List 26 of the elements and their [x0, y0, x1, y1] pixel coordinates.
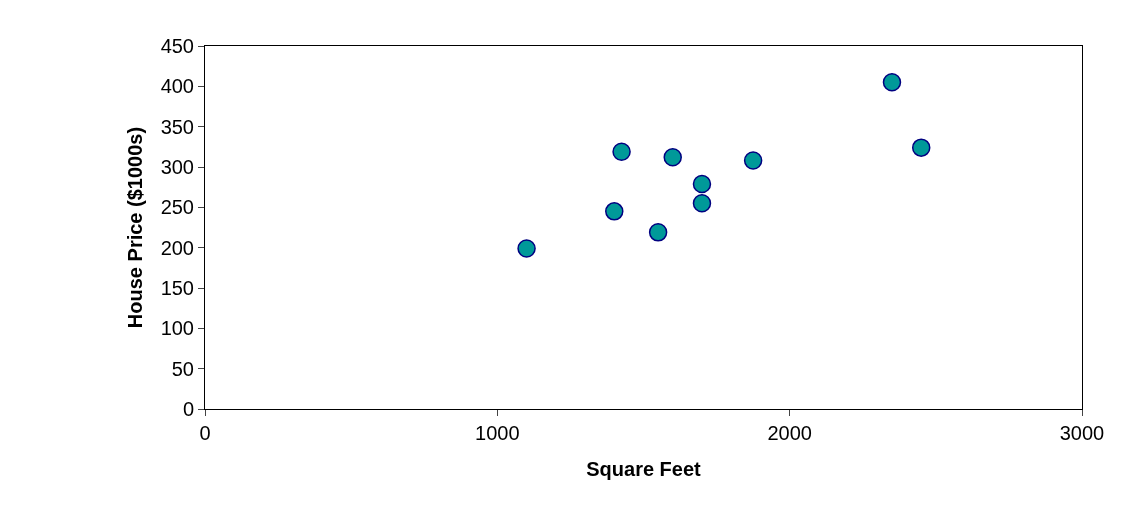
x-axis-title: Square Feet [586, 457, 702, 480]
y-tick-label: 450 [160, 35, 194, 57]
x-tick-label: 0 [199, 422, 211, 444]
y-tick-label: 250 [160, 196, 194, 219]
y-tick-label: 300 [160, 156, 194, 178]
point [612, 142, 631, 161]
y-axis-title: House Price ($1000s) [124, 126, 147, 329]
point [911, 138, 931, 157]
y-tick-label: 350 [160, 115, 194, 138]
point [648, 223, 668, 242]
y-tick-label: 150 [160, 277, 194, 299]
x-tick-label: 1000 [475, 422, 520, 444]
point [743, 151, 763, 170]
point [882, 73, 902, 92]
y-tick-label: 0 [182, 398, 194, 420]
y-tick-label: 100 [160, 317, 194, 340]
point [692, 174, 712, 194]
y-tick-label: 200 [160, 236, 194, 259]
point [692, 194, 712, 213]
point [517, 239, 536, 258]
y-tick-label: 400 [160, 75, 194, 98]
x-tick-label: 2000 [767, 422, 812, 444]
point [605, 202, 624, 221]
y-tick-label: 50 [171, 357, 194, 380]
x-tick-label: 3000 [1059, 422, 1105, 444]
point [663, 148, 682, 167]
